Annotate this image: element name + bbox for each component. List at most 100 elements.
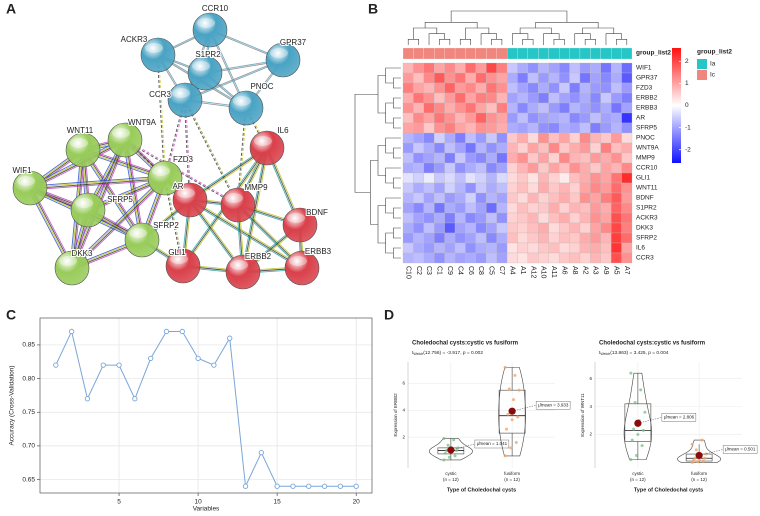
dendrogram (370, 160, 378, 225)
heat-cell (444, 92, 456, 104)
heat-cell (517, 182, 529, 194)
dendrogram (385, 167, 401, 184)
heat-cell (444, 182, 456, 194)
heat-cell (465, 152, 477, 164)
heat-cell (611, 142, 622, 154)
y-tick-label: 4 (589, 404, 592, 409)
heat-cell (590, 232, 601, 244)
heat-cell (579, 142, 591, 154)
heat-cell (506, 242, 518, 254)
heat-cell (548, 232, 560, 244)
heat-cell (496, 212, 508, 224)
heat-cell (569, 182, 581, 194)
heat-cell (444, 62, 456, 74)
heat-cell (496, 182, 508, 194)
point (516, 415, 520, 419)
heat-cell (558, 202, 570, 214)
node (147, 160, 183, 196)
heat-cell (517, 102, 529, 114)
point (629, 458, 633, 462)
heat-cell (590, 162, 601, 174)
heat-cell (611, 242, 622, 254)
heat-cell (486, 92, 497, 104)
heat-cell (454, 182, 466, 194)
heat-cell (434, 152, 445, 164)
heat-cell (434, 112, 445, 124)
heat-cell (621, 72, 633, 84)
heat-cell (600, 82, 612, 94)
node-label: MMP9 (244, 183, 268, 192)
heat-cell (558, 132, 570, 144)
heat-cell (434, 182, 445, 194)
heat-cell (579, 202, 591, 214)
heat-cell (611, 132, 622, 144)
heat-cell (475, 162, 487, 174)
heat-cell (569, 122, 581, 134)
heat-cell (538, 212, 549, 224)
heat-cell (413, 122, 424, 134)
heat-cell (527, 212, 539, 224)
heat-cell (517, 202, 529, 214)
heat-cell (413, 152, 424, 164)
heat-cell (475, 232, 487, 244)
row-label: AR (636, 115, 645, 122)
node (165, 248, 201, 284)
node-label: SFRP5 (107, 195, 133, 204)
row-label: ACKR3 (636, 215, 658, 222)
heat-cell (590, 242, 601, 254)
heat-cell (527, 62, 539, 74)
point (132, 396, 138, 402)
heat-cell (413, 92, 424, 104)
heat-cell (590, 72, 601, 84)
heat-cell (517, 142, 529, 154)
heat-cell (486, 182, 497, 194)
annotation-cell (621, 47, 633, 60)
heat-cell (600, 92, 612, 104)
heat-cell (506, 172, 518, 184)
row-label: SFRP2 (636, 235, 657, 242)
heat-cell (600, 182, 612, 194)
heat-cell (558, 162, 570, 174)
heat-cell (475, 92, 487, 104)
mean-point (695, 451, 703, 460)
heat-cell (548, 62, 560, 74)
point (163, 328, 170, 335)
point (195, 355, 201, 362)
column-label: A8 (571, 266, 578, 275)
heat-cell (402, 232, 414, 244)
heat-cell (538, 122, 549, 134)
heat-cell (423, 152, 435, 164)
heat-cell (611, 112, 622, 124)
dendrogram (574, 33, 591, 45)
x-tick-label: cystic (632, 471, 644, 476)
heat-cell (413, 112, 424, 124)
panel-label: A (6, 1, 16, 17)
legend-swatch (697, 59, 707, 69)
heat-cell (538, 102, 549, 114)
heat-cell (538, 62, 549, 74)
heat-cell (475, 82, 487, 94)
point (503, 365, 507, 369)
dendrogram (491, 39, 503, 45)
mean-label-box (535, 401, 571, 410)
heat-cell (496, 232, 508, 244)
heat-cell (548, 212, 560, 224)
mean-leader (637, 417, 662, 424)
point (507, 387, 511, 391)
heat-cell (538, 82, 549, 94)
heat-cell (558, 232, 570, 244)
heat-cell (590, 122, 601, 134)
point (53, 362, 59, 368)
point (84, 396, 91, 402)
heat-cell (611, 182, 622, 194)
heat-cell (486, 122, 497, 134)
box (498, 389, 526, 434)
node (249, 130, 285, 166)
heat-cell (527, 242, 539, 254)
heat-cell (538, 192, 549, 204)
heat-cell (579, 162, 591, 174)
colorbar-tick-label: 2 (685, 58, 689, 65)
heat-cell (548, 162, 560, 174)
heat-cell (434, 212, 445, 224)
node-glint (152, 166, 170, 176)
